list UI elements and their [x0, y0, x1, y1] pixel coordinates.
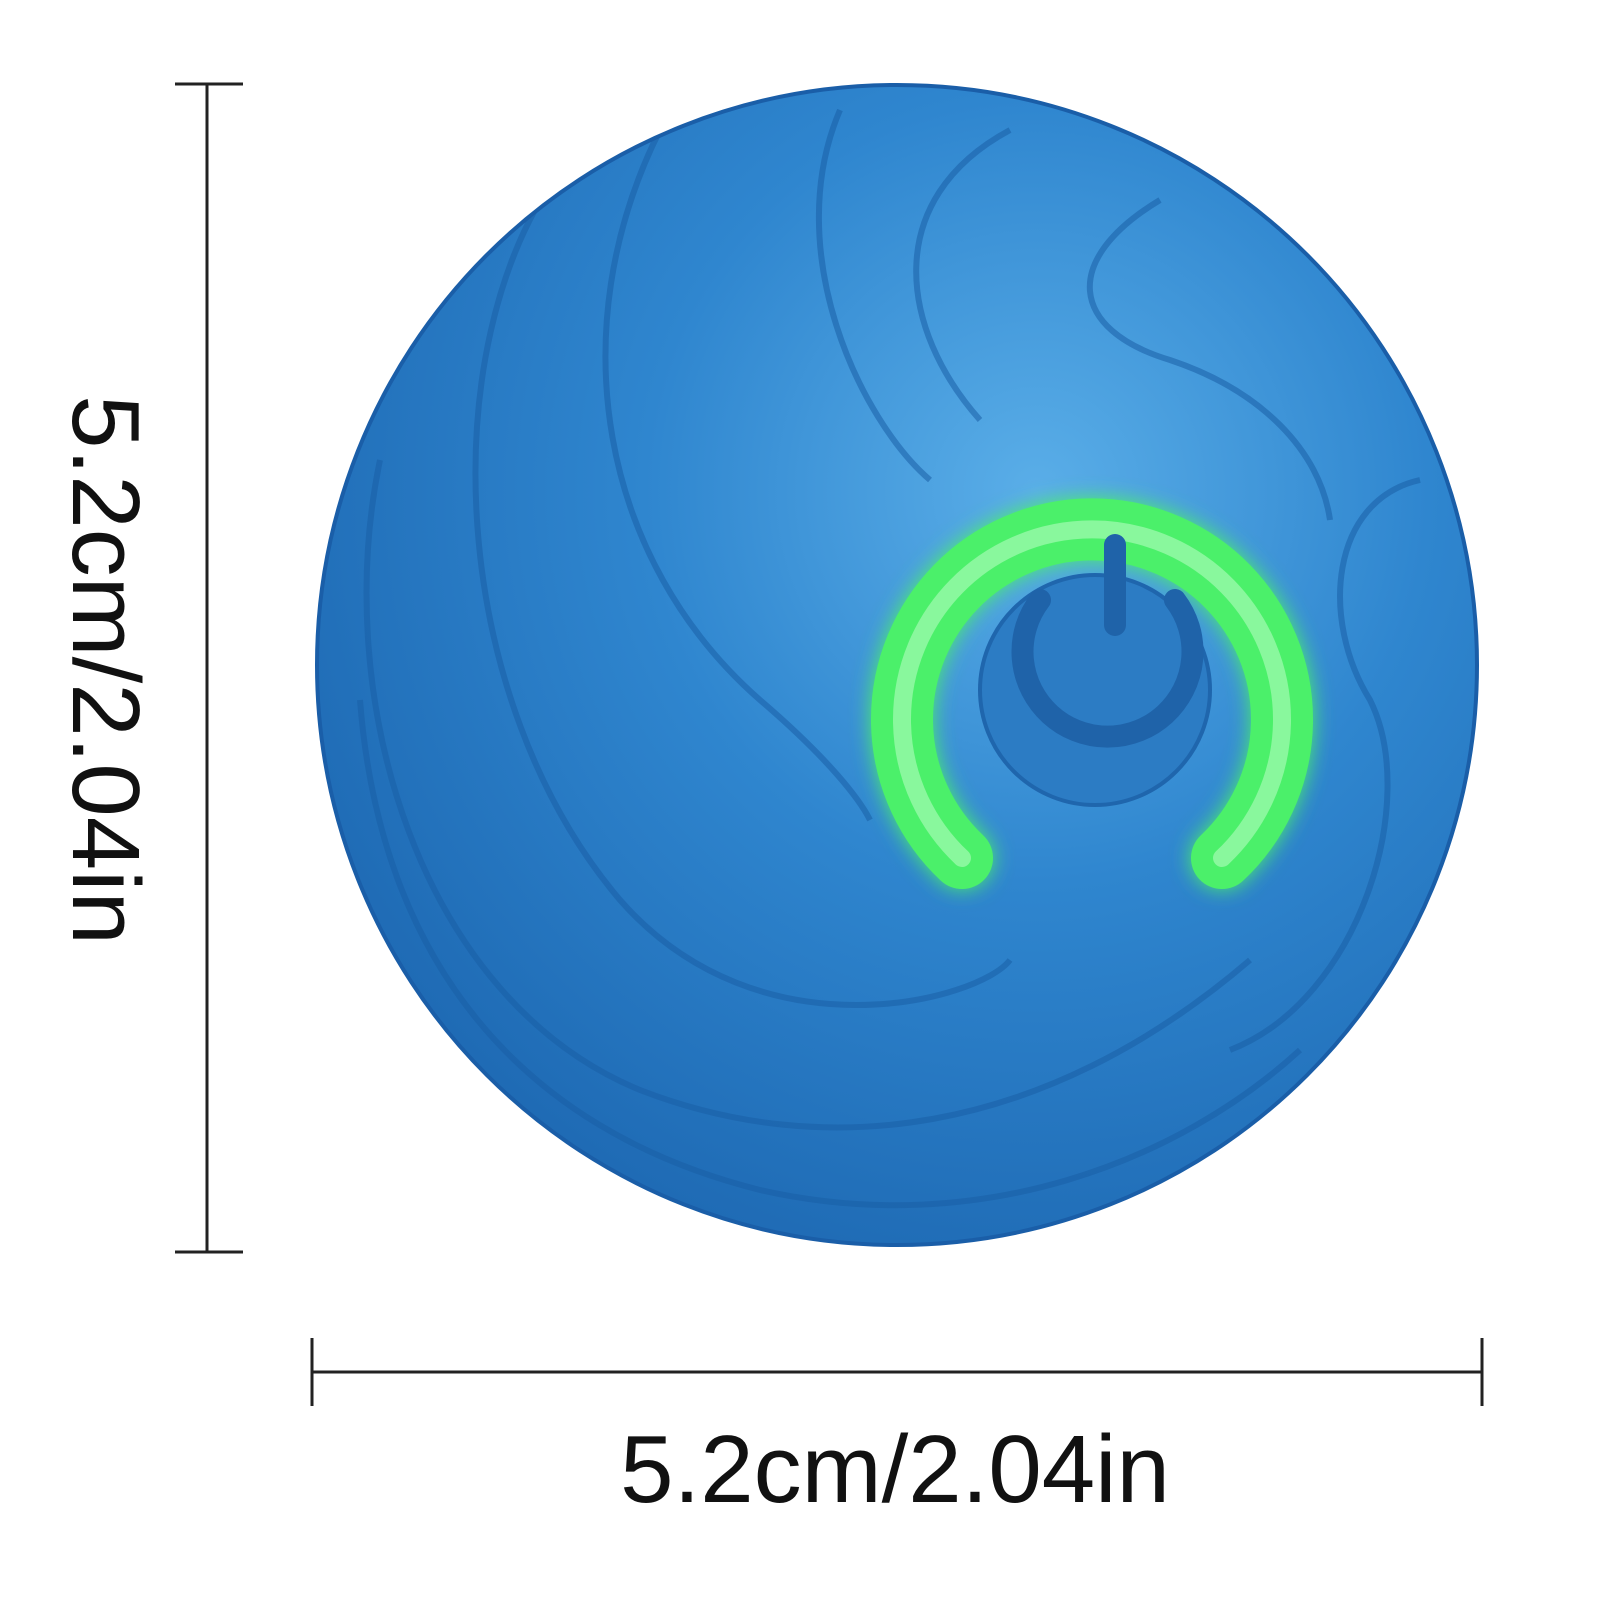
- power-icon: [978, 534, 1212, 807]
- height-label: 5.2cm/2.04in: [52, 395, 159, 945]
- ball-grooves: [357, 108, 1421, 1209]
- width-dimension-line: [310, 1338, 1484, 1406]
- height-dimension-line: [175, 82, 243, 1254]
- width-label: 5.2cm/2.04in: [620, 1416, 1170, 1523]
